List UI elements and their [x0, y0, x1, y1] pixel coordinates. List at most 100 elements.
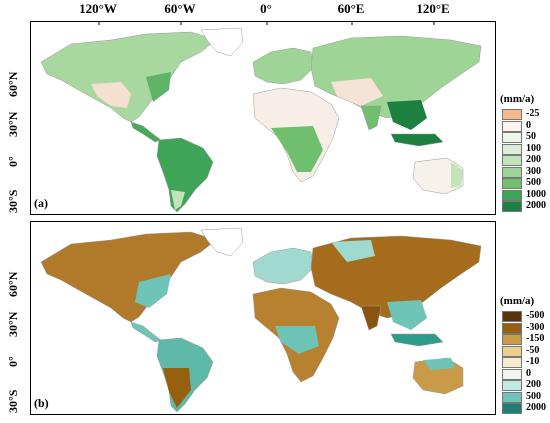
legend-swatch [502, 391, 522, 403]
australia [412, 157, 464, 195]
central-america [130, 121, 162, 143]
latitude-axis-a: 60°N 30°N 0° 30°S [0, 21, 28, 213]
legend-item: -500 [500, 310, 550, 322]
legend-item: 50 [500, 131, 550, 143]
legend-item: -150 [500, 333, 550, 345]
asia-dry [331, 78, 383, 106]
map-panel-a: (a) [30, 21, 496, 215]
asia-north [331, 240, 375, 262]
legend-a: (mm/a) -25 0 50 100 200 300 500 1000 2000 [500, 93, 550, 213]
legend-swatch [502, 368, 522, 380]
lat-label-30n: 30°N [6, 311, 20, 337]
south-america-south [163, 368, 191, 408]
latitude-axis-b: 60°N 30°N 0° 30°S [0, 221, 28, 413]
lon-label-60e: 60°E [337, 1, 365, 16]
legend-value: 2000 [526, 402, 546, 413]
grid-ticks-a [98, 22, 435, 25]
legend-item: 200 [500, 154, 550, 166]
legend-b: (mm/a) -500 -300 -150 -50 -10 0 200 500 2000 [500, 295, 550, 415]
africa-central [275, 326, 319, 354]
greenland [200, 227, 244, 257]
legend-value: -300 [526, 321, 545, 333]
north-america-east [135, 274, 171, 308]
legend-swatch [502, 166, 522, 178]
legend-item: 2000 [500, 200, 550, 212]
legend-swatch [502, 311, 522, 322]
continents-a [40, 27, 482, 213]
europe [252, 47, 314, 85]
legend-swatch [502, 132, 522, 143]
india [360, 305, 382, 331]
world-map-b [40, 227, 482, 413]
legend-swatch [502, 201, 522, 212]
north-america-wet [146, 72, 171, 102]
legend-value: -25 [526, 108, 540, 119]
legend-value: 500 [526, 390, 541, 402]
lat-label-30n: 30°N [6, 111, 20, 137]
legend-swatch [502, 189, 522, 201]
lon-label-0: 0° [260, 1, 272, 16]
world-map-a [40, 22, 482, 213]
legend-title-b: (mm/a) [500, 295, 535, 307]
legend-value: 2000 [526, 200, 546, 211]
legend-value: 50 [526, 131, 536, 142]
legend-swatch [502, 178, 522, 189]
lat-label-0: 0° [6, 156, 20, 167]
legend-title-a: (mm/a) [500, 93, 535, 105]
africa-central [271, 126, 323, 172]
legend-swatch [502, 143, 522, 155]
legend-value: 200 [526, 154, 541, 165]
lat-label-30s: 30°S [6, 389, 20, 413]
lon-label-120w: 120°W [79, 1, 117, 16]
south-america [156, 137, 214, 213]
legend-swatch [502, 120, 522, 132]
legend-swatch [502, 380, 522, 391]
legend-item: 200 [500, 379, 550, 391]
legend-item: 0 [500, 119, 550, 132]
lat-label-0: 0° [6, 356, 20, 367]
panel-tag-b: (b) [34, 396, 49, 410]
lat-label-60n: 60°N [6, 71, 20, 97]
legend-swatch [502, 322, 522, 334]
indonesia [390, 333, 444, 347]
south-america-south [171, 190, 185, 210]
legend-item: 0 [500, 367, 550, 380]
asia-southeast [387, 100, 427, 130]
lon-label-120e: 120°E [416, 1, 450, 16]
legend-item: 500 [500, 390, 550, 403]
legend-item: -10 [500, 356, 550, 368]
legend-value: 0 [526, 367, 531, 379]
legend-swatch [502, 155, 522, 166]
lon-label-60w: 60°W [164, 1, 196, 16]
europe [252, 247, 314, 285]
legend-item: -300 [500, 321, 550, 334]
legend-item: -50 [500, 345, 550, 357]
central-america [130, 321, 162, 343]
legend-item: 100 [500, 142, 550, 155]
legend-swatch [502, 357, 522, 368]
legend-value: 300 [526, 165, 541, 177]
legend-swatch [502, 109, 522, 120]
map-panel-b: (b) [30, 221, 496, 415]
legend-item: 300 [500, 165, 550, 178]
legend-value: -500 [526, 310, 545, 321]
greenland [200, 27, 244, 57]
australia-east [451, 162, 463, 188]
legend-value: 0 [526, 119, 531, 131]
legend-value: 1000 [526, 188, 546, 200]
north-america [40, 31, 217, 123]
legend-value: 100 [526, 142, 541, 154]
indonesia [390, 133, 444, 147]
continents-b [40, 227, 482, 413]
lat-label-60n: 60°N [6, 271, 20, 297]
asia-southeast [387, 300, 427, 330]
legend-swatch [502, 345, 522, 357]
panel-tag-a: (a) [34, 196, 48, 210]
legend-swatch [502, 334, 522, 345]
legend-item: -25 [500, 108, 550, 120]
legend-item: 500 [500, 177, 550, 189]
legend-value: -10 [526, 356, 540, 367]
legend-item: 1000 [500, 188, 550, 201]
lat-label-30s: 30°S [6, 189, 20, 213]
